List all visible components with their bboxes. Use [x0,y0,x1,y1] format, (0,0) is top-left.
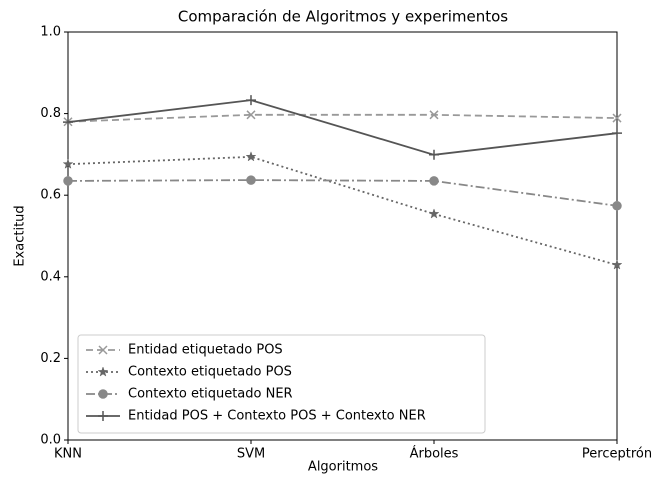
point [612,113,622,123]
legend-marker [97,366,109,377]
legend: Entidad etiquetado POS Contexto etiquetad… [77,334,486,434]
point [246,95,256,106]
x-tick-label: KNN [54,447,82,462]
x-axis-label: Algoritmos [308,460,378,475]
x-tick-label: Perceptrón [582,447,652,462]
y-tick-label: 1.0 [40,25,61,40]
series-line [67,113,618,123]
point [63,176,73,186]
point [245,151,257,162]
point [62,158,74,169]
point [246,110,256,120]
point [429,176,439,186]
legend-marker [98,345,108,355]
legend-label: Entidad POS + Contexto POS + Contexto NE… [128,409,426,424]
series-line [67,155,618,266]
point [612,201,622,211]
legend-label: Entidad etiquetado POS [128,343,283,358]
series-line [67,99,618,156]
chart-title: Comparación de Algoritmos y experimentos [178,8,508,26]
point [246,175,256,185]
y-tick-label: 0.4 [40,269,61,284]
point [429,149,439,160]
legend-label: Contexto etiquetado POS [128,365,292,380]
x-tick-label: Árboles [410,446,459,462]
plot-frame [67,31,618,441]
point [612,128,622,139]
point [611,259,623,270]
point [429,110,439,120]
legend-label: Contexto etiquetado NER [128,387,293,402]
y-tick-label: 0.8 [40,106,61,121]
y-tick-label: 0.0 [40,433,61,448]
legend-marker [98,389,108,399]
point [63,117,73,128]
y-axis-label: Exactitud [13,205,28,266]
legend-marker [98,411,108,421]
series-line [67,179,618,207]
y-tick-label: 0.2 [40,351,61,366]
x-tick-label: SVM [237,447,265,462]
point [428,208,440,219]
y-tick-label: 0.6 [40,188,61,203]
legend-box [77,334,486,434]
